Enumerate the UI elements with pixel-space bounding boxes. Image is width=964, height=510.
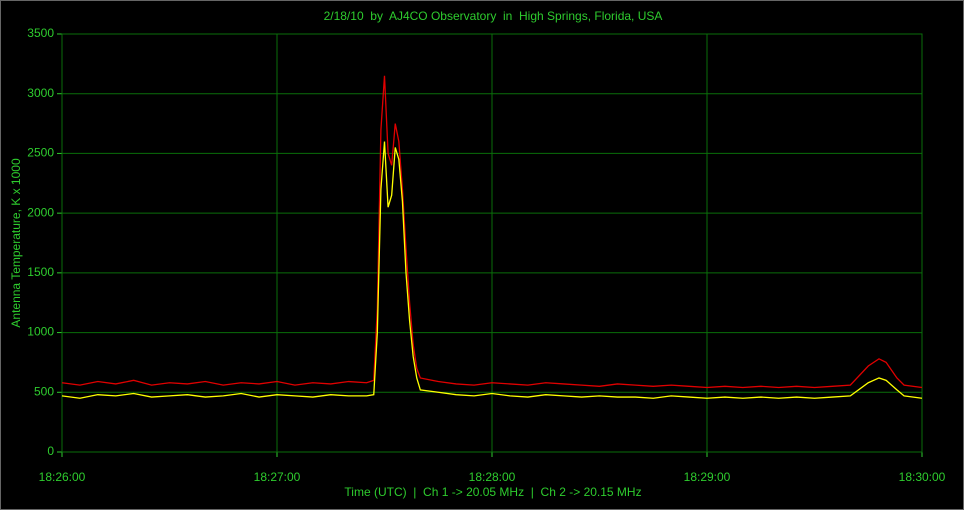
x-tick-label: 18:29:00 bbox=[684, 470, 731, 484]
chart-title: 2/18/10 by AJ4CO Observatory in High Spr… bbox=[324, 9, 663, 23]
x-tick-label: 18:27:00 bbox=[254, 470, 301, 484]
x-axis-label: Time (UTC) | Ch 1 -> 20.05 MHz | Ch 2 ->… bbox=[344, 485, 641, 499]
series-line bbox=[61, 141, 923, 399]
y-tick-label: 1500 bbox=[27, 265, 54, 279]
y-tick-label: 2500 bbox=[27, 146, 54, 160]
y-tick-label: 500 bbox=[34, 384, 54, 398]
x-tick-label: 18:28:00 bbox=[469, 470, 516, 484]
y-tick-label: 3500 bbox=[27, 26, 54, 40]
y-tick-label: 3000 bbox=[27, 86, 54, 100]
x-tick-label: 18:30:00 bbox=[899, 470, 946, 484]
y-tick-label: 0 bbox=[47, 444, 54, 458]
x-tick-label: 18:26:00 bbox=[39, 470, 86, 484]
series-line bbox=[61, 75, 923, 389]
y-tick-label: 2000 bbox=[27, 205, 54, 219]
y-tick-label: 1000 bbox=[27, 325, 54, 339]
y-axis-label: Antenna Temperature, K x 1000 bbox=[9, 158, 23, 328]
plot-frame bbox=[61, 33, 923, 453]
